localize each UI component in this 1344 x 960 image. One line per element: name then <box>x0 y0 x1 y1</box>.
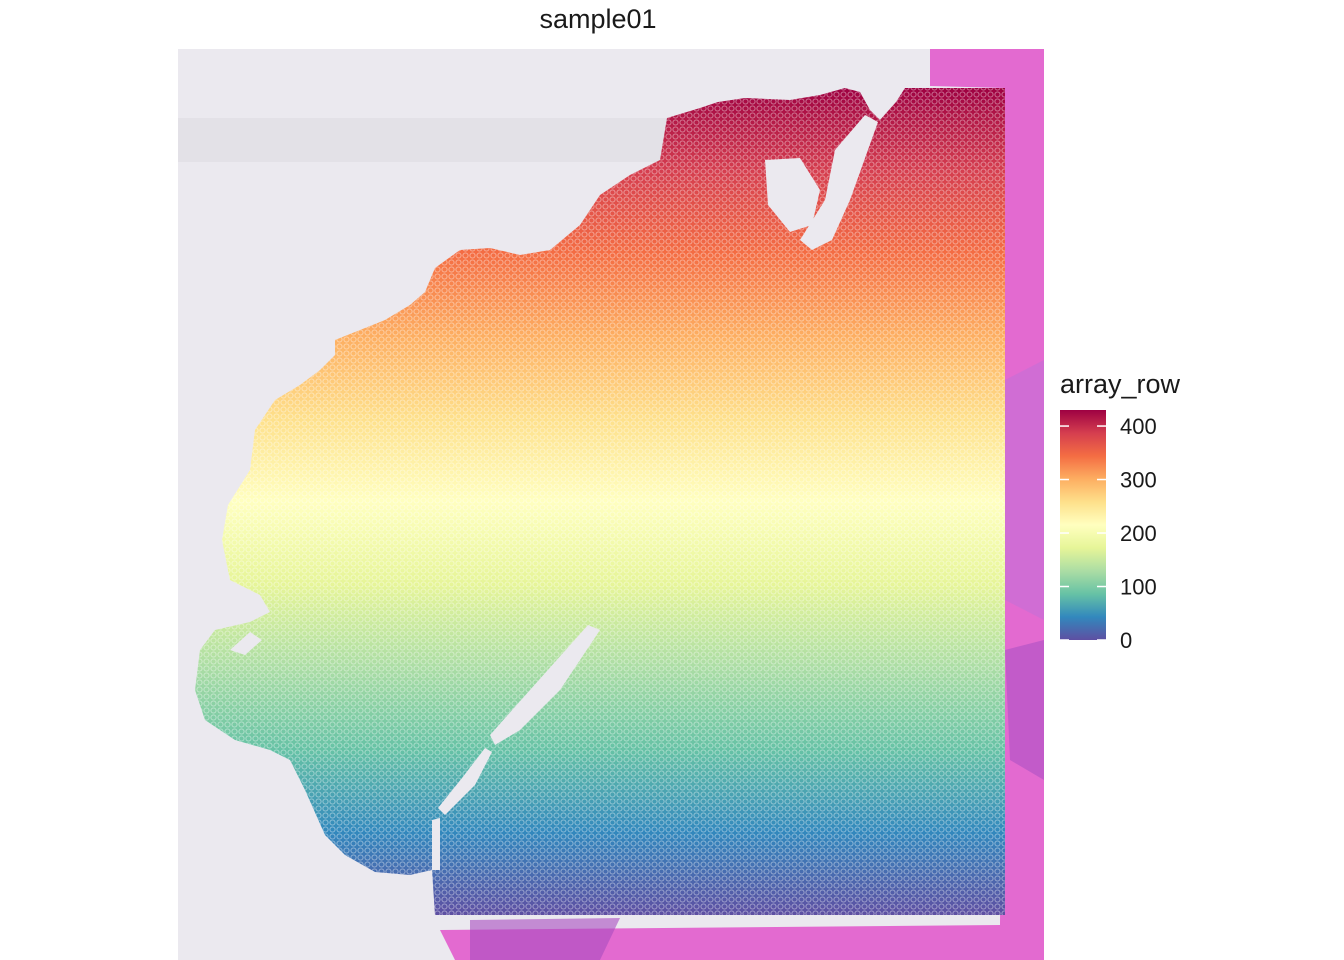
legend-ticks: 0 100 200 300 400 <box>1060 414 1157 653</box>
tissue-hole <box>765 158 820 232</box>
legend-tick-label: 300 <box>1120 468 1157 493</box>
tissue-holes <box>230 115 878 870</box>
color-legend: array_row 0 100 200 300 400 <box>1060 369 1181 653</box>
legend-tick-label: 400 <box>1120 414 1157 439</box>
spot-cloud <box>195 88 1005 915</box>
legend-colorbar <box>1060 410 1106 640</box>
tissue-hole <box>438 748 492 815</box>
spots-texture <box>195 88 1005 915</box>
legend-tick-label: 200 <box>1120 521 1157 546</box>
tissue-hole <box>490 625 600 745</box>
legend-tick-label: 0 <box>1120 628 1132 653</box>
legend-title: array_row <box>1060 369 1181 399</box>
legend-tick-label: 100 <box>1120 575 1157 600</box>
chart-title: sample01 <box>539 4 656 34</box>
tissue-hole <box>230 632 262 655</box>
tissue-hole <box>800 115 878 250</box>
tissue-hole <box>432 818 440 870</box>
